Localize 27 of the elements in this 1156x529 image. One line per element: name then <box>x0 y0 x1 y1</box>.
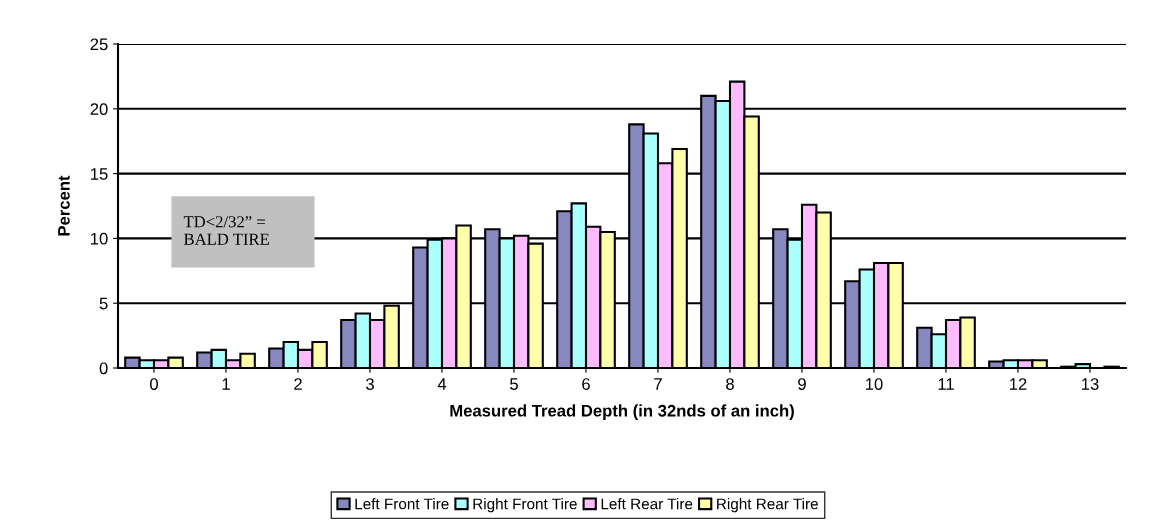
x-tick-label: 3 <box>366 378 374 390</box>
legend-label: Right Rear Tire <box>717 498 818 513</box>
y-tick-label: 20 <box>90 103 108 115</box>
legend-label: Left Rear Tire <box>601 498 693 510</box>
x-tick-label: 4 <box>437 378 447 390</box>
x-tick-label: 7 <box>654 378 662 390</box>
x-axis-title: Measured Tread Depth (in 32nds of an inch) <box>450 404 794 420</box>
x-tick-label: 0 <box>150 378 158 390</box>
x-tick-label: 10 <box>866 378 883 390</box>
y-axis-title: Percent <box>58 175 70 236</box>
y-tick-label: 15 <box>91 168 108 180</box>
x-tick-label: 1 <box>222 378 230 390</box>
legend-label: Left Front Tire <box>355 498 449 510</box>
x-tick-label: 5 <box>510 378 518 390</box>
y-tick-label: 0 <box>99 362 108 375</box>
x-tick-label: 9 <box>798 378 806 390</box>
x-tick-label: 2 <box>294 378 302 390</box>
x-tick-label: 13 <box>1082 378 1099 390</box>
legend-label: Right Front Tire <box>473 498 577 513</box>
annotation: TD<2/32” = BALD TIRE <box>183 216 269 245</box>
y-tick-label: 25 <box>90 38 108 51</box>
y-tick-label: 5 <box>99 297 108 310</box>
y-tick-label: 10 <box>91 232 108 245</box>
x-tick-label: 12 <box>1010 378 1027 390</box>
x-tick-label: 11 <box>938 378 954 390</box>
x-tick-label: 8 <box>726 378 734 390</box>
x-tick-label: 6 <box>582 378 590 390</box>
